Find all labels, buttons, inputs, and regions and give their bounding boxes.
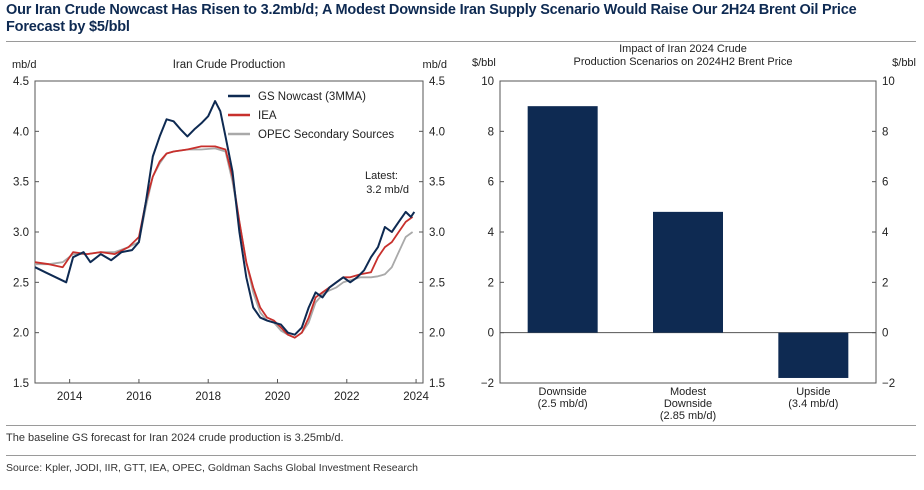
y-tick-label-right: 4 xyxy=(882,227,889,239)
y-tick-label-left: 4.0 xyxy=(13,126,29,138)
x-tick-label: 2016 xyxy=(126,391,152,403)
series-line-0 xyxy=(34,100,416,336)
y-tick-label-left: 4 xyxy=(488,227,495,239)
legend-label-2: OPEC Secondary Sources xyxy=(258,129,394,141)
x-tick-label: 2022 xyxy=(334,391,360,403)
y-tick-label-right: 2 xyxy=(882,277,888,289)
y-tick-label-right: 4.5 xyxy=(429,76,445,88)
y-tick-label-left: 1.5 xyxy=(13,378,29,390)
bar-0 xyxy=(527,106,598,333)
annotation-latest-label: Latest: xyxy=(365,170,398,182)
x-tick-label: 2020 xyxy=(265,391,291,403)
y-tick-label-right: 4.0 xyxy=(429,126,445,138)
y-tick-label-right: −2 xyxy=(882,378,895,390)
y-tick-label-left: 3.0 xyxy=(13,227,29,239)
x-tick-label: 2024 xyxy=(403,391,429,403)
chart-title: Iran Crude Production xyxy=(173,59,286,71)
chart-title-line: Impact of Iran 2024 Crude xyxy=(619,44,747,55)
y-tick-label-left: 6 xyxy=(488,177,494,189)
y-tick-label-left: 4.5 xyxy=(13,76,29,88)
y-axis-label-left: mb/d xyxy=(12,59,36,71)
source-line: Source: Kpler, JODI, IIR, GTT, IEA, OPEC… xyxy=(6,462,418,474)
y-tick-label-right: 0 xyxy=(882,328,888,340)
series-line-1 xyxy=(34,145,414,339)
y-axis-label-right: mb/d xyxy=(423,59,447,71)
y-tick-label-right: 1.5 xyxy=(429,378,445,390)
y-tick-label-left: −2 xyxy=(481,378,494,390)
mid-divider xyxy=(6,425,916,426)
y-tick-label-left: 3.5 xyxy=(13,177,29,189)
x-category-label-2: (3.4 mb/d) xyxy=(788,398,838,410)
headline: Our Iran Crude Nowcast Has Risen to 3.2m… xyxy=(6,2,857,35)
bottom-divider xyxy=(6,455,916,456)
x-tick-label: 2014 xyxy=(57,391,83,403)
y-tick-label-right: 8 xyxy=(882,126,888,138)
y-tick-label-left: 10 xyxy=(481,76,494,88)
y-tick-label-right: 3.5 xyxy=(429,177,445,189)
y-tick-label-right: 2.5 xyxy=(429,277,445,289)
line-chart: Iran Crude Production mb/d mb/d 1.5 1.5 2.0 2.… xyxy=(12,59,447,403)
x-tick-label: 2018 xyxy=(195,391,221,403)
x-category-label-0: (2.5 mb/d) xyxy=(538,398,588,410)
legend-label-1: IEA xyxy=(258,110,277,122)
bar-2 xyxy=(778,332,849,378)
x-category-label-2: Upside xyxy=(796,386,830,398)
y-tick-label-left: 0 xyxy=(488,328,494,340)
annotation-latest-value: 3.2 mb/d xyxy=(366,184,409,196)
series-line-2 xyxy=(35,147,414,339)
y-axis-label-right: $/bbl xyxy=(892,57,916,69)
y-tick-label-left: 8 xyxy=(488,126,494,138)
footnote: The baseline GS forecast for Iran 2024 c… xyxy=(6,432,344,444)
top-divider xyxy=(6,41,916,42)
x-category-label-0: Downside xyxy=(539,386,587,398)
y-tick-label-right: 2.0 xyxy=(429,328,445,340)
y-tick-label-left: 2.0 xyxy=(13,328,29,340)
bar-1 xyxy=(653,211,723,333)
x-category-label-1: Modest xyxy=(670,386,706,398)
y-tick-label-left: 2 xyxy=(488,277,494,289)
y-tick-label-right: 6 xyxy=(882,177,888,189)
y-tick-label-right: 3.0 xyxy=(429,227,445,239)
plot-frame xyxy=(34,80,424,384)
y-tick-label-right: 10 xyxy=(882,76,895,88)
legend-label-0: GS Nowcast (3MMA) xyxy=(258,91,366,103)
y-axis-label-left: $/bbl xyxy=(472,57,496,69)
y-tick-label-left: 2.5 xyxy=(13,277,29,289)
x-category-label-1: Downside xyxy=(664,398,712,410)
x-category-label-1: (2.85 mb/d) xyxy=(660,410,716,422)
chart-title-line: Production Scenarios on 2024H2 Brent Pri… xyxy=(574,56,793,68)
